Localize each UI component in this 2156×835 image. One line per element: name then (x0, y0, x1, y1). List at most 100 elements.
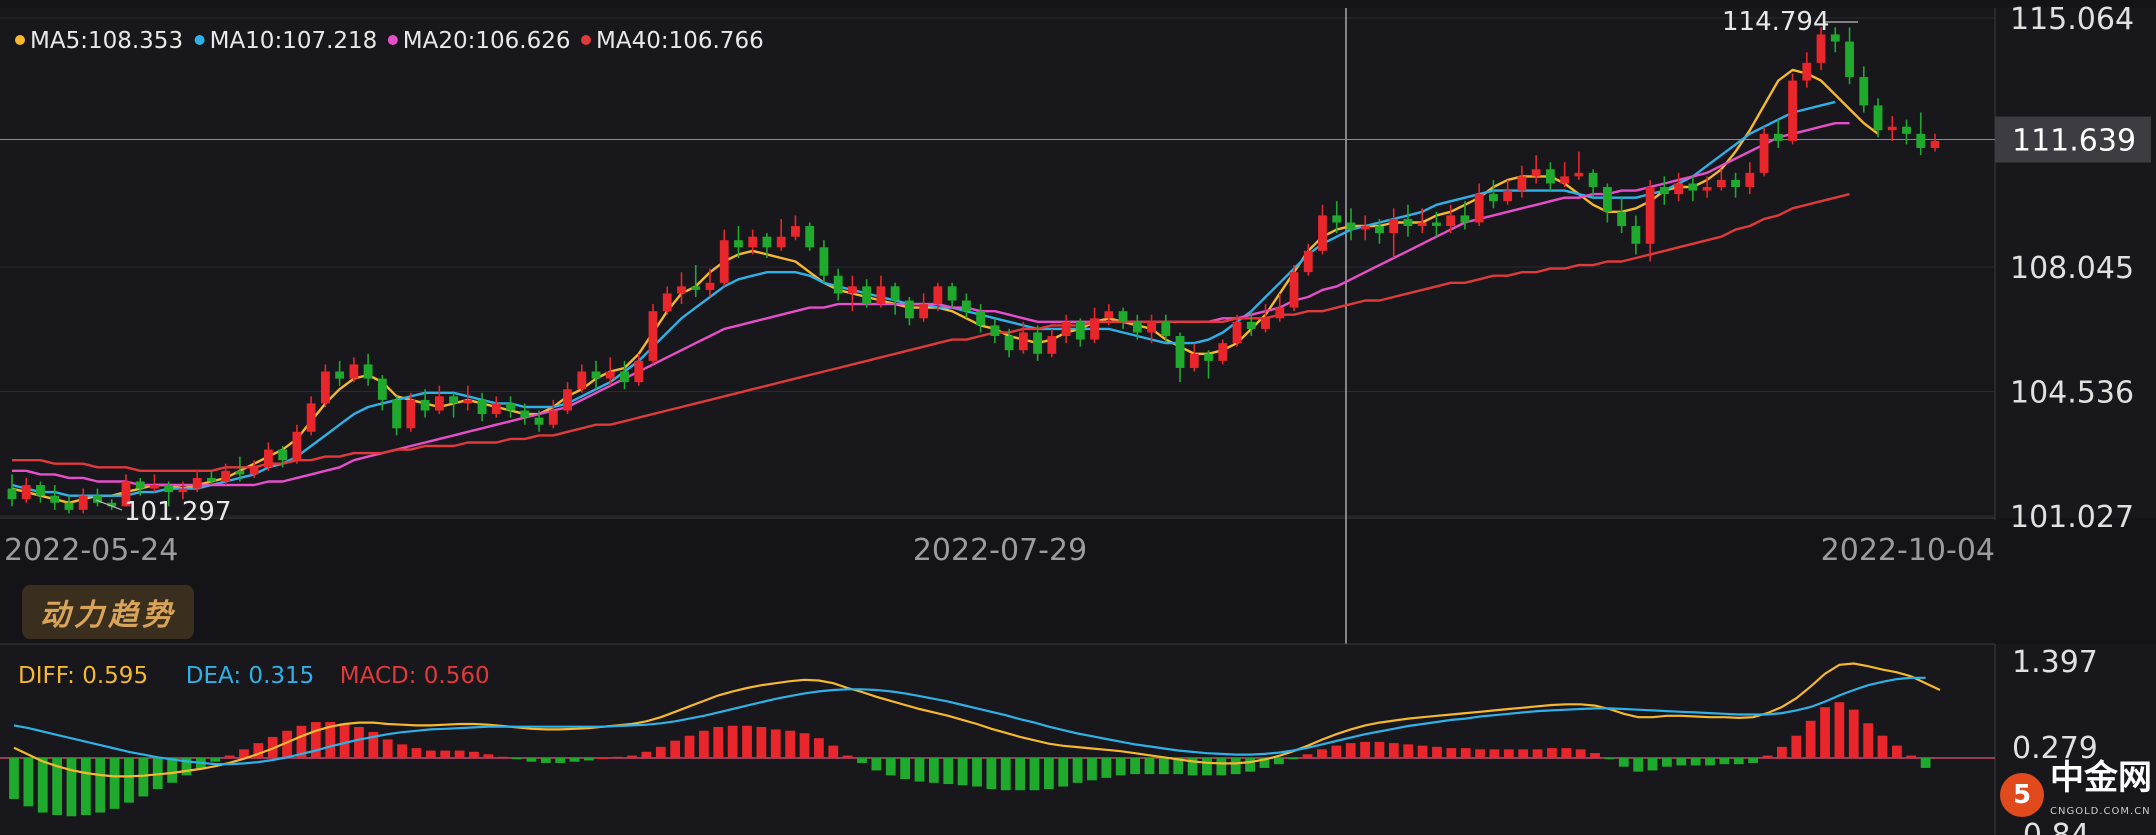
candle-body (1873, 105, 1883, 131)
macd-histogram-bar (1618, 758, 1629, 767)
candle-body (677, 286, 686, 294)
macd-histogram-bar (454, 750, 465, 758)
macd-histogram-bar (1848, 709, 1859, 758)
macd-histogram-bar (1317, 749, 1327, 758)
macd-histogram-bar (1273, 758, 1284, 765)
macd-histogram-bar (325, 722, 336, 758)
candle-body (449, 396, 458, 404)
candle-body (1773, 133, 1783, 141)
candle-body (164, 485, 174, 493)
candle-body (1560, 176, 1570, 184)
legend-label: MA20:106.626 (403, 28, 571, 54)
candle-body (1090, 318, 1099, 340)
candle-body (990, 325, 1000, 337)
macd-histogram-bar (1360, 741, 1370, 758)
macd-histogram-bar (167, 758, 177, 783)
macd-histogram-bar (1087, 758, 1097, 781)
macd-histogram-bar (1503, 749, 1514, 758)
macd-histogram-bar (526, 758, 537, 762)
candle-body (1375, 226, 1384, 234)
macd-histogram-bar (253, 743, 264, 758)
low-annotation-leader (95, 499, 123, 511)
macd-panel-bg (0, 644, 2156, 834)
candle-body (1275, 307, 1285, 319)
candle-body (1175, 336, 1185, 368)
macd-histogram-bar (1374, 741, 1385, 758)
candle-body (1602, 187, 1612, 212)
macd-histogram-bar (224, 755, 235, 758)
macd-histogram-bar (109, 758, 120, 809)
candle-body (805, 226, 815, 248)
macd-histogram-bar (1417, 745, 1428, 758)
macd-histogram-bar (497, 756, 508, 758)
macd-histogram-bar (210, 758, 221, 762)
macd-histogram-bar (469, 751, 479, 758)
macd-histogram-bar (1158, 758, 1169, 775)
candle-body (406, 399, 416, 429)
candle-body (634, 360, 644, 383)
cngold-logo: 5 中金网 CNGOLD.COM.CN (2000, 760, 2156, 830)
candle-body (1916, 133, 1926, 148)
candle-body (591, 371, 601, 379)
macd-histogram (9, 702, 1931, 817)
candle-body (249, 467, 259, 475)
macd-histogram-bar (1762, 755, 1773, 758)
macd-histogram-bar (799, 733, 810, 758)
candle-body (1417, 222, 1427, 227)
legend-label: MA5:108.353 (30, 28, 183, 54)
dea-line (13, 676, 1926, 766)
candle-body (876, 286, 886, 305)
macd-histogram-bar (670, 740, 681, 758)
candle-body (1788, 80, 1797, 141)
macd-histogram-bar (770, 729, 781, 758)
macd-histogram-bar (1805, 720, 1816, 758)
high-annotation: 114.794 (1722, 7, 1830, 37)
macd-histogram-bar (1072, 758, 1083, 783)
candle-body (107, 502, 117, 507)
macd-histogram-bar (655, 746, 666, 758)
macd-histogram-bar (1187, 758, 1198, 776)
macd-histogram-bar (181, 758, 192, 776)
candle-body (1061, 321, 1071, 337)
macd-histogram-bar (411, 748, 422, 758)
macd-histogram-bar (1532, 749, 1543, 758)
candle-body (64, 502, 74, 510)
candle-body (1674, 183, 1684, 195)
macd-histogram-bar (713, 727, 724, 758)
candle-body (1659, 187, 1669, 195)
candle-body (1489, 194, 1498, 202)
macd-histogram-bar (1173, 758, 1184, 775)
low-annotation: 101.297 (124, 497, 232, 527)
macd-histogram-bar (814, 738, 824, 758)
main-labels: MA5:108.353 MA10:107.218 MA20:106.626 MA40:… (4, 2, 2151, 568)
candle-body (1346, 222, 1356, 230)
macd-histogram-bar (1518, 749, 1529, 758)
candle-body (349, 364, 359, 379)
candle-body (1360, 226, 1370, 230)
candle-body (1930, 140, 1940, 148)
macd-histogram-bar (842, 755, 853, 758)
macd-histogram-bar (425, 750, 436, 758)
macd-histogram-bar (1748, 758, 1759, 763)
macd-histogram-bar (66, 758, 77, 817)
candle-body (1531, 169, 1541, 177)
candle-body (178, 488, 188, 493)
x-tick-label: 2022-05-24 (4, 533, 178, 568)
candle-body (1545, 169, 1555, 184)
macd-histogram-bar (598, 758, 609, 759)
macd-histogram-bar (684, 735, 695, 758)
macd-y-tick-label: 1.397 (2012, 645, 2098, 680)
macd-histogram-bar (1547, 748, 1557, 758)
macd-histogram-bar (397, 744, 407, 758)
macd-histogram-bar (957, 758, 968, 786)
macd-histogram-bar (1920, 758, 1931, 768)
candle-body (377, 378, 387, 400)
candle-body (1033, 332, 1043, 354)
candle-body (1432, 222, 1441, 227)
candle-body (207, 477, 216, 482)
macd-histogram-bar (1259, 758, 1270, 768)
indicator-badge[interactable]: 动力趋势 (22, 585, 194, 639)
macd-histogram-bar (138, 758, 149, 797)
cngold-logo-sub: CNGOLD.COM.CN (2050, 806, 2151, 817)
macd-histogram-bar (871, 758, 882, 771)
